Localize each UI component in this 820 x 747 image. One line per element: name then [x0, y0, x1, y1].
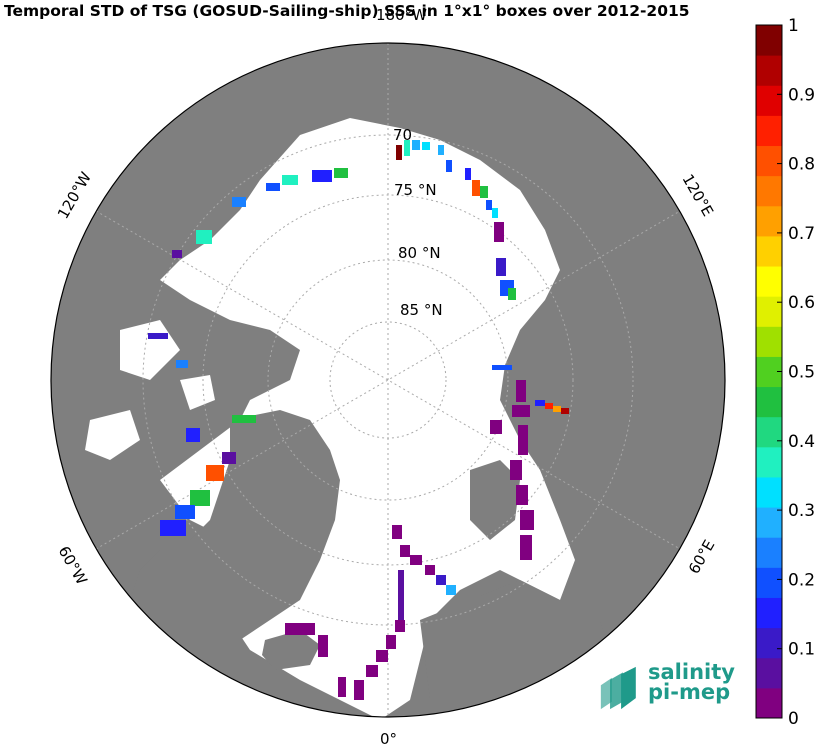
- colorbar-segment: [756, 175, 782, 207]
- lon-label-120w: 120°W: [54, 169, 95, 222]
- data-boxes: [148, 140, 569, 700]
- lon-label-60w: 60°W: [55, 543, 91, 588]
- lon-label-180: 180°W: [376, 6, 427, 24]
- colorbar-tick-label: 0.4: [788, 432, 815, 452]
- colorbar-segment: [756, 476, 782, 508]
- colorbar-segment: [756, 537, 782, 568]
- colorbar-segment: [756, 85, 782, 116]
- colorbar-tick-label: 0.3: [788, 501, 815, 521]
- lon-label-120e: 120°E: [679, 171, 717, 219]
- colorbar-tick-label: 0.6: [788, 293, 815, 313]
- colorbar-tick-label: 0.2: [788, 570, 815, 590]
- colorbar-segment: [756, 386, 782, 418]
- colorbar: [755, 24, 783, 719]
- lat-label-70: 70: [393, 126, 412, 144]
- lat-label-80: 80 °N: [398, 244, 441, 262]
- colorbar-segment: [756, 657, 782, 689]
- colorbar-tick-label: 0.5: [788, 363, 815, 383]
- colorbar-segment: [756, 296, 782, 327]
- colorbar-segment: [756, 627, 782, 659]
- colorbar-segment: [756, 567, 782, 598]
- colorbar-tick-label: 0: [788, 709, 799, 729]
- colorbar-segment: [756, 446, 782, 478]
- lat-label-75: 75 °N: [394, 181, 437, 199]
- colorbar-segment: [756, 55, 782, 86]
- colorbar-segment: [756, 25, 782, 56]
- colorbar-segment: [756, 416, 782, 448]
- colorbar-tick-label: 0.9: [788, 85, 815, 105]
- colorbar-segment: [756, 507, 782, 538]
- logo-text-pimep: pi-mep: [648, 680, 731, 704]
- colorbar-ticks: 1 0.9 0.8 0.7 0.6 0.5 0.4 0.3 0.2 0.1 0: [777, 16, 815, 729]
- colorbar-segment: [756, 115, 782, 147]
- map-title: Temporal STD of TSG (GOSUD-Sailing-ship)…: [4, 2, 690, 20]
- colorbar-segment: [756, 597, 782, 629]
- graticule: [95, 43, 681, 717]
- logo-text-salinity: salinity: [648, 660, 735, 684]
- map-boundary: [50, 42, 726, 718]
- salinity-logo-icon: [600, 666, 636, 710]
- colorbar-segment: [756, 235, 782, 267]
- colorbar-segment: [756, 145, 782, 177]
- colorbar-tick-label: 0.1: [788, 640, 815, 660]
- colorbar-tick-label: 0.7: [788, 224, 815, 244]
- colorbar-tick-label: 0.8: [788, 155, 815, 175]
- colorbar-segment: [756, 205, 782, 237]
- colorbar-tick-label: 1: [788, 16, 799, 36]
- lon-label-0: 0°: [380, 730, 397, 747]
- colorbar-segment: [756, 266, 782, 297]
- colorbar-segment: [756, 687, 782, 719]
- lon-label-60e: 60°E: [685, 537, 719, 577]
- colorbar-segment: [756, 326, 782, 357]
- lat-label-85: 85 °N: [400, 301, 443, 319]
